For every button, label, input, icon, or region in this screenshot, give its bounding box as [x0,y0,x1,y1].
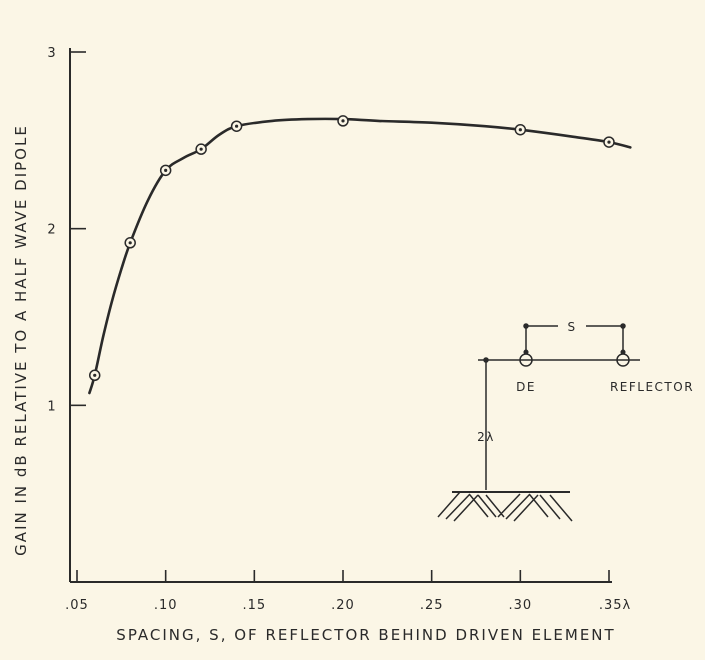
data-point [337,115,349,127]
data-points [88,115,615,382]
x-ticks: .05 .10 .15 .20 .25 .30 .35λ [65,570,631,613]
x-tick-label: .25 [420,598,444,613]
y-tick-label: 3 [47,46,56,61]
ground-hatch [437,491,573,522]
spacing-left-dot [523,323,529,329]
data-point [124,237,136,249]
gain-curve [88,117,632,395]
x-tick-label: .30 [508,598,532,613]
x-tick-label: .35λ [599,598,631,613]
x-tick-label: .10 [154,598,178,613]
reflector-stem-dot [620,349,626,355]
data-point [195,143,207,155]
spacing-right-dot [620,323,626,329]
data-point [603,136,615,148]
data-point [230,120,243,132]
driven-element-label: DE [516,380,536,394]
y-ticks: 1 2 3 [47,46,86,414]
data-point [88,369,101,382]
x-tick-label: .15 [242,598,266,613]
data-point [514,123,527,136]
mast-top-dot [483,357,489,363]
y-tick-label: 1 [47,399,56,414]
y-axis-title: GAIN IN dB RELATIVE TO A HALF WAVE DIPOL… [12,124,30,556]
height-label: 2λ [477,430,495,444]
driven-element-stem-dot [523,349,529,355]
x-axis-title: SPACING, S, OF REFLECTOR BEHIND DRIVEN E… [116,626,615,644]
data-point [159,164,172,177]
spacing-label: S [567,320,576,334]
axes [69,48,612,583]
x-tick-label: .20 [331,598,355,613]
reflector-label: REFLECTOR [610,380,694,394]
x-tick-label: .05 [65,598,89,613]
y-tick-label: 2 [47,223,56,238]
antenna-geometry-diagram [437,323,640,522]
